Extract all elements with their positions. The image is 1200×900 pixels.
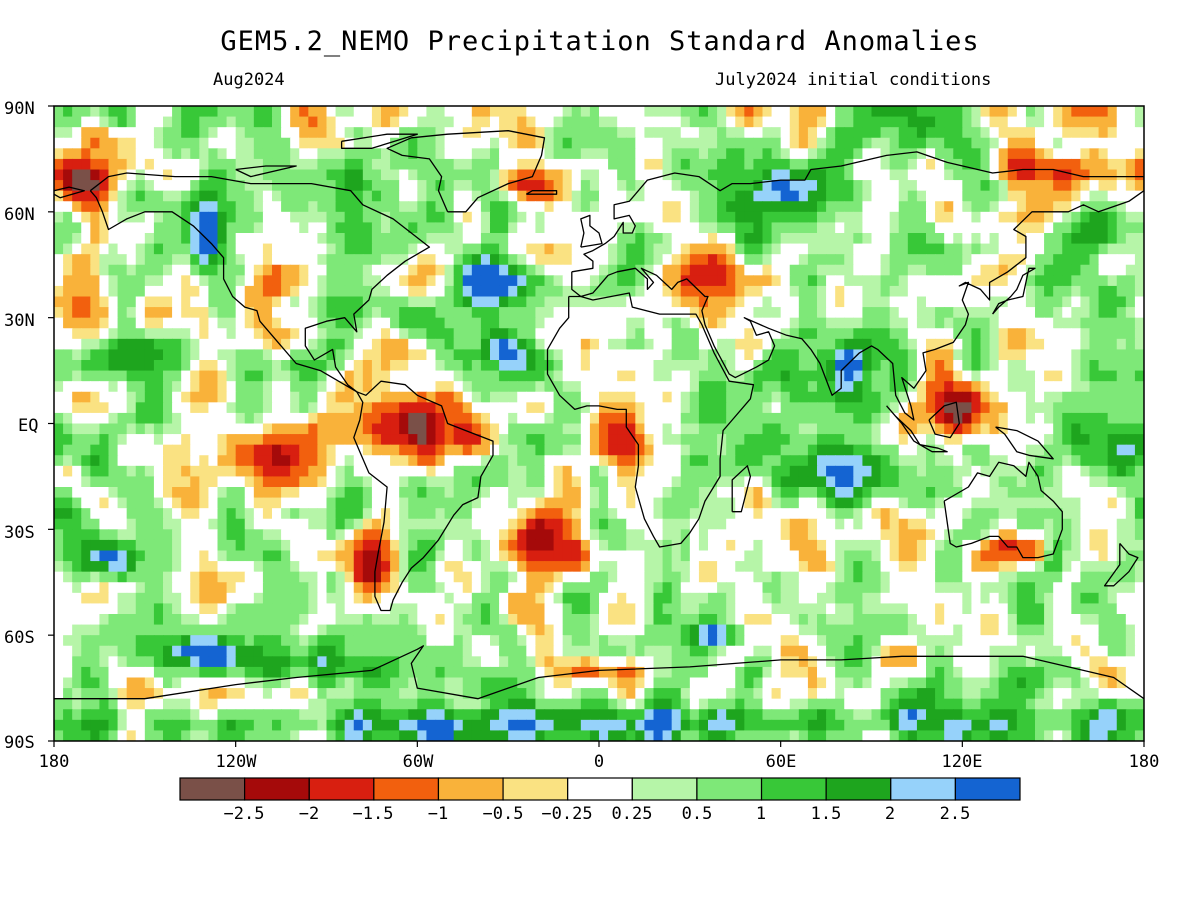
colorbar-swatch [502,777,569,801]
colorbar [179,777,1021,801]
lat-label-eq: EQ [18,416,38,436]
colorbar-labels: −2.5 −2 −1.5 −1 −0.5 −0.25 0.25 0.5 1 1.… [224,804,971,824]
coastline [580,214,603,248]
axis-ticks [48,105,1145,747]
colorbar-label: 2.5 [940,804,971,824]
colorbar-label: −1 [428,804,448,824]
colorbar-swatch [825,777,892,801]
coastline [386,130,546,213]
coastline [886,405,921,446]
colorbar-label: 1 [756,804,766,824]
lon-label-180e: 180 [1129,752,1160,772]
coastline [54,186,85,199]
colorbar-swatch [890,777,956,801]
coastline [353,380,494,612]
map-title: GEM5.2_NEMO Precipitation Standard Anoma… [220,26,980,57]
colorbar-label: −1.5 [353,804,394,824]
colorbar-swatch [437,777,504,801]
colorbar-swatch [179,777,246,801]
colorbar-label: 2 [885,804,895,824]
coastline [1103,542,1139,587]
lat-label-90s: 90S [4,733,35,753]
coastline [235,165,297,178]
coastline [943,461,1063,559]
colorbar-label: 0.5 [682,804,713,824]
colorbar-label: −2 [299,804,319,824]
coastlines [54,130,1144,700]
coastline [731,465,752,513]
initial-conditions: July2024 initial conditions [715,70,992,90]
lat-label-90n: 90N [4,99,35,119]
lon-label-0: 0 [594,752,604,772]
coastline [992,267,1036,315]
colorbar-label: −0.5 [483,804,524,824]
coastline [525,190,558,195]
colorbar-swatch [954,777,1021,801]
lon-label-120e: 120E [942,752,983,772]
coastline [571,151,1144,421]
lon-label-60w: 60W [403,752,434,772]
colorbar-label: 0.25 [612,804,653,824]
colorbar-swatch [308,777,375,801]
coastline [928,401,960,439]
forecast-month: Aug2024 [213,70,285,90]
coastline [546,292,755,548]
lat-label-60s: 60S [4,628,35,648]
colorbar-swatch [760,777,827,801]
coastline [54,645,1144,700]
coastline [89,172,431,393]
coastline [995,426,1054,460]
colorbar-swatch [631,777,698,801]
anomaly-field [54,106,1144,741]
colorbar-swatch [373,777,440,801]
lon-label-60e: 60E [766,752,797,772]
lat-label-60n: 60N [4,205,35,225]
lon-label-120w: 120W [216,752,258,772]
coastline [340,133,418,149]
coastline [919,444,948,453]
colorbar-label: 1.5 [811,804,842,824]
colorbar-swatch [244,777,310,801]
colorbar-swatch [567,777,633,801]
lat-label-30s: 30S [4,523,35,543]
lon-label-180w: 180 [39,752,70,772]
lat-label-30n: 30N [4,311,35,331]
colorbar-label: −2.5 [224,804,265,824]
colorbar-swatch [696,777,763,801]
colorbar-label: −0.25 [541,804,592,824]
